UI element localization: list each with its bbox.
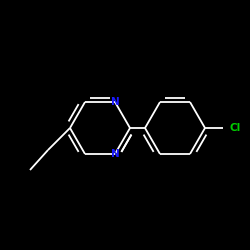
- Text: N: N: [110, 97, 120, 107]
- Text: N: N: [110, 149, 120, 159]
- Text: Cl: Cl: [229, 123, 240, 133]
